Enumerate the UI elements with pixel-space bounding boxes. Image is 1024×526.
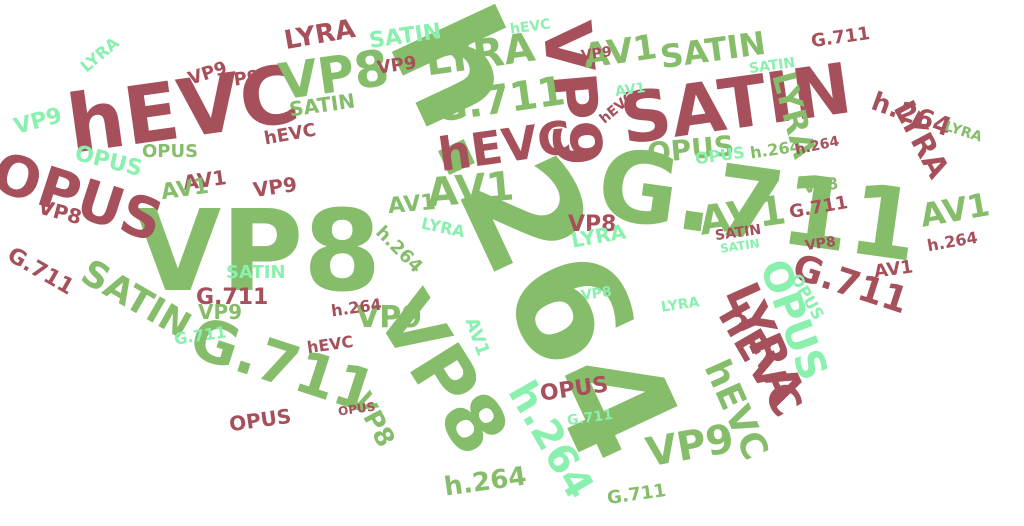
cloud-word: G.711 xyxy=(809,22,871,53)
cloud-word: OPUS xyxy=(227,403,293,437)
cloud-word: VP8 xyxy=(134,187,382,317)
cloud-word: VP8 xyxy=(801,173,839,198)
cloud-word: VP8 xyxy=(568,212,617,237)
cloud-word: h.264 xyxy=(441,461,528,503)
cloud-word: LYRA xyxy=(941,118,984,146)
cloud-word: AV1 xyxy=(424,163,516,217)
cloud-word: VP9 xyxy=(356,300,423,335)
cloud-word: VP8 xyxy=(579,283,613,305)
cloud-word: VP9 xyxy=(251,172,299,202)
cloud-word: AV1 xyxy=(917,185,993,235)
cloud-word: VP9 xyxy=(579,43,613,65)
cloud-word: VP9 xyxy=(11,103,65,140)
cloud-word: VP8 xyxy=(346,387,400,453)
cloud-word: G.711 xyxy=(2,242,78,301)
cloud-word: LYRA xyxy=(659,294,700,316)
cloud-word: LYRA xyxy=(76,33,123,77)
cloud-word: VP9 xyxy=(198,300,243,324)
cloud-word: G.711 xyxy=(196,285,269,310)
cloud-word: SATIN xyxy=(226,262,286,283)
cloud-word: AV1 xyxy=(614,79,647,101)
cloud-word: OPUS xyxy=(142,141,199,162)
cloud-word: VP8 xyxy=(803,233,837,255)
cloud-word: h.264 xyxy=(925,227,979,256)
cloud-word: G.711 xyxy=(605,479,667,510)
